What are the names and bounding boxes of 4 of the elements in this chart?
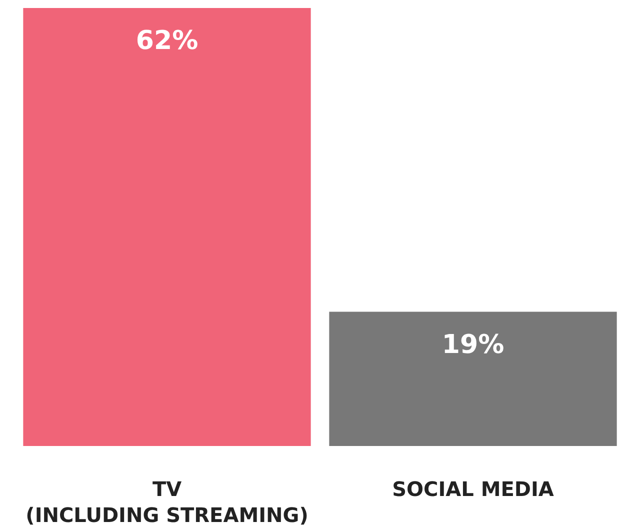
- x-tick-label: SOCIAL MEDIA: [392, 477, 554, 501]
- data-label: 19%: [442, 330, 504, 360]
- x-tick-label: TV (INCLUDING STREAMING): [26, 477, 308, 527]
- data-label: 62%: [136, 26, 198, 56]
